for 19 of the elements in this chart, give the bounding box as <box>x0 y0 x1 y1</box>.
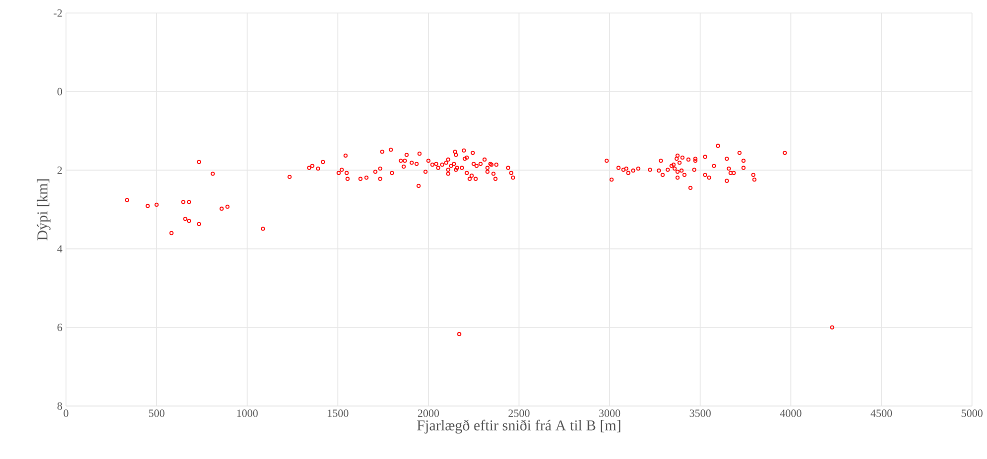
x-tick-label: 4500 <box>870 410 892 417</box>
y-tick-label: -2 <box>54 9 62 17</box>
y-tick-label: 4 <box>57 245 62 252</box>
x-tick-label: 0 <box>64 410 68 417</box>
x-tick-label: 2500 <box>508 410 530 417</box>
y-axis-title: Dýpi [km] <box>36 179 51 240</box>
x-tick-label: 1000 <box>237 410 258 417</box>
x-axis-title: Fjarlægð eftir sniði frá A til B [m] <box>417 420 620 434</box>
x-tick-label: 2000 <box>418 410 439 417</box>
y-tick-label: 2 <box>57 166 62 174</box>
x-tick-label: 3500 <box>690 410 711 417</box>
y-tick-label: 0 <box>57 88 62 96</box>
x-tick-label: 500 <box>149 410 164 417</box>
y-tick-label: 8 <box>57 402 62 410</box>
y-tick-label: 6 <box>57 324 62 332</box>
x-tick-label: 5000 <box>962 410 983 417</box>
x-tick-label: 1500 <box>328 410 348 417</box>
x-tick-label: 4000 <box>780 410 802 417</box>
x-tick-label: 3000 <box>599 410 620 417</box>
